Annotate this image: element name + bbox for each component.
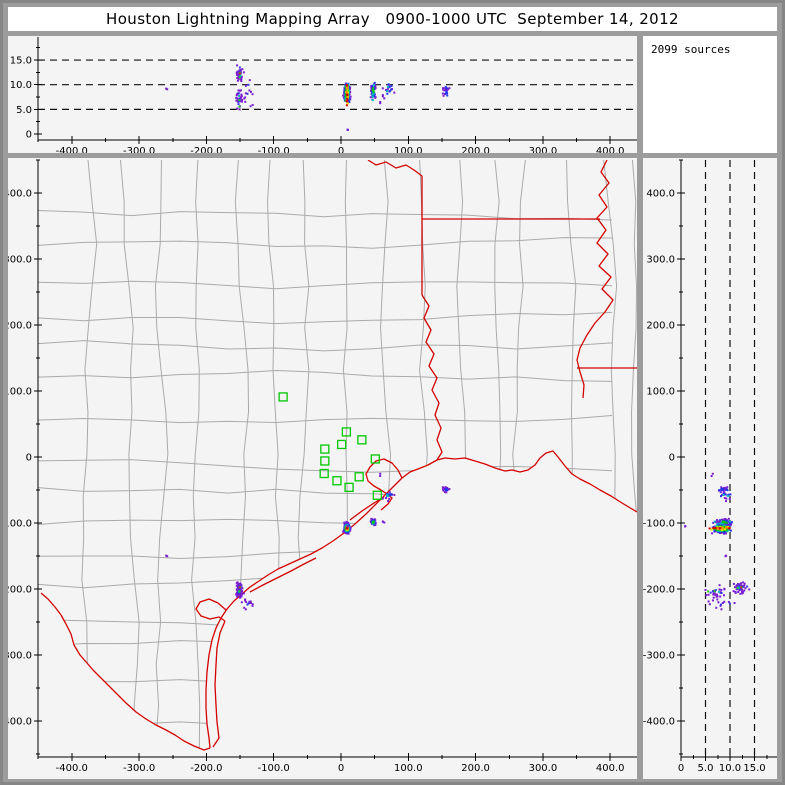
svg-text:300.0: 300.0	[646, 255, 675, 266]
lightning-sources-altitude-ns	[684, 472, 751, 611]
svg-text:-400.0: -400.0	[8, 717, 32, 728]
svg-text:400.0: 400.0	[596, 763, 625, 774]
svg-text:-300.0: -300.0	[8, 651, 32, 662]
title-bar: Houston Lightning Mapping Array 0900-100…	[8, 7, 777, 31]
svg-text:-200.0: -200.0	[190, 763, 222, 774]
svg-text:0: 0	[678, 763, 684, 774]
svg-text:300.0: 300.0	[529, 763, 558, 774]
svg-text:400.0: 400.0	[646, 189, 675, 200]
page-title: Houston Lightning Mapping Array 0900-100…	[106, 10, 679, 28]
svg-text:-300.0: -300.0	[643, 651, 675, 662]
svg-text:300.0: 300.0	[8, 255, 32, 266]
plan-view-map: -400.0 -300.0 -200.0 -100.0 0 100.0 200.0 300.0…	[8, 159, 637, 774]
plan-view-map-panel: -400.0 -300.0 -200.0 -100.0 0 100.0 200.0 300.0…	[8, 158, 637, 779]
svg-text:0: 0	[26, 130, 32, 141]
sources-count-panel: 2099 sources	[643, 36, 777, 153]
altitude-vs-east-west-panel: -400.0 -300.0 -200.0 -100.0 0 100.0 200.0 300.0…	[8, 36, 637, 153]
svg-text:200.0: 200.0	[646, 321, 675, 332]
svg-text:-400.0: -400.0	[643, 717, 675, 728]
svg-text:400.0: 400.0	[8, 189, 32, 200]
svg-text:0: 0	[338, 146, 344, 153]
svg-text:400.0: 400.0	[596, 146, 625, 153]
north-south-altitude-plot: 0 5.0 10.0 15.0 -400.0 -300.0 -200.0 -100.0 0 100…	[643, 159, 777, 774]
svg-text:-300.0: -300.0	[123, 763, 155, 774]
axes	[34, 159, 637, 761]
svg-text:10.0: 10.0	[10, 80, 32, 91]
svg-text:100.0: 100.0	[8, 387, 32, 398]
svg-text:-300.0: -300.0	[123, 146, 155, 153]
altitude-east-west-plot: -400.0 -300.0 -200.0 -100.0 0 100.0 200.0 300.0…	[10, 37, 637, 153]
svg-text:100.0: 100.0	[646, 387, 675, 398]
svg-text:200.0: 200.0	[8, 321, 32, 332]
state-borders	[40, 160, 637, 751]
axes	[34, 37, 637, 144]
svg-text:-200.0: -200.0	[643, 585, 675, 596]
svg-text:15.0: 15.0	[743, 763, 765, 774]
svg-text:-200.0: -200.0	[8, 585, 32, 596]
lma-station-markers	[278, 392, 382, 500]
lightning-sources-altitude-ew	[165, 64, 451, 131]
north-south-vs-altitude-panel: 0 5.0 10.0 15.0 -400.0 -300.0 -200.0 -100.0 0 100…	[643, 158, 777, 779]
svg-text:200.0: 200.0	[461, 146, 490, 153]
svg-text:-100.0: -100.0	[8, 519, 32, 530]
svg-text:200.0: 200.0	[461, 763, 490, 774]
svg-text:-100.0: -100.0	[258, 146, 290, 153]
svg-text:300.0: 300.0	[529, 146, 558, 153]
svg-text:100.0: 100.0	[394, 763, 423, 774]
svg-text:0: 0	[26, 453, 32, 464]
map-geography	[38, 160, 637, 751]
sources-count-label: 2099 sources	[651, 43, 731, 56]
svg-text:10.0: 10.0	[719, 763, 741, 774]
county-lines	[38, 160, 637, 749]
svg-text:-100.0: -100.0	[258, 763, 290, 774]
svg-text:-100.0: -100.0	[643, 519, 675, 530]
svg-text:-200.0: -200.0	[190, 146, 222, 153]
axes	[677, 159, 777, 761]
svg-text:-400.0: -400.0	[56, 146, 88, 153]
svg-text:5.0: 5.0	[16, 105, 32, 116]
svg-text:0: 0	[338, 763, 344, 774]
svg-text:0: 0	[669, 453, 675, 464]
svg-text:100.0: 100.0	[394, 146, 423, 153]
svg-text:5.0: 5.0	[698, 763, 714, 774]
svg-text:-400.0: -400.0	[56, 763, 88, 774]
lightning-sources-map	[165, 472, 451, 611]
svg-text:15.0: 15.0	[10, 56, 32, 67]
